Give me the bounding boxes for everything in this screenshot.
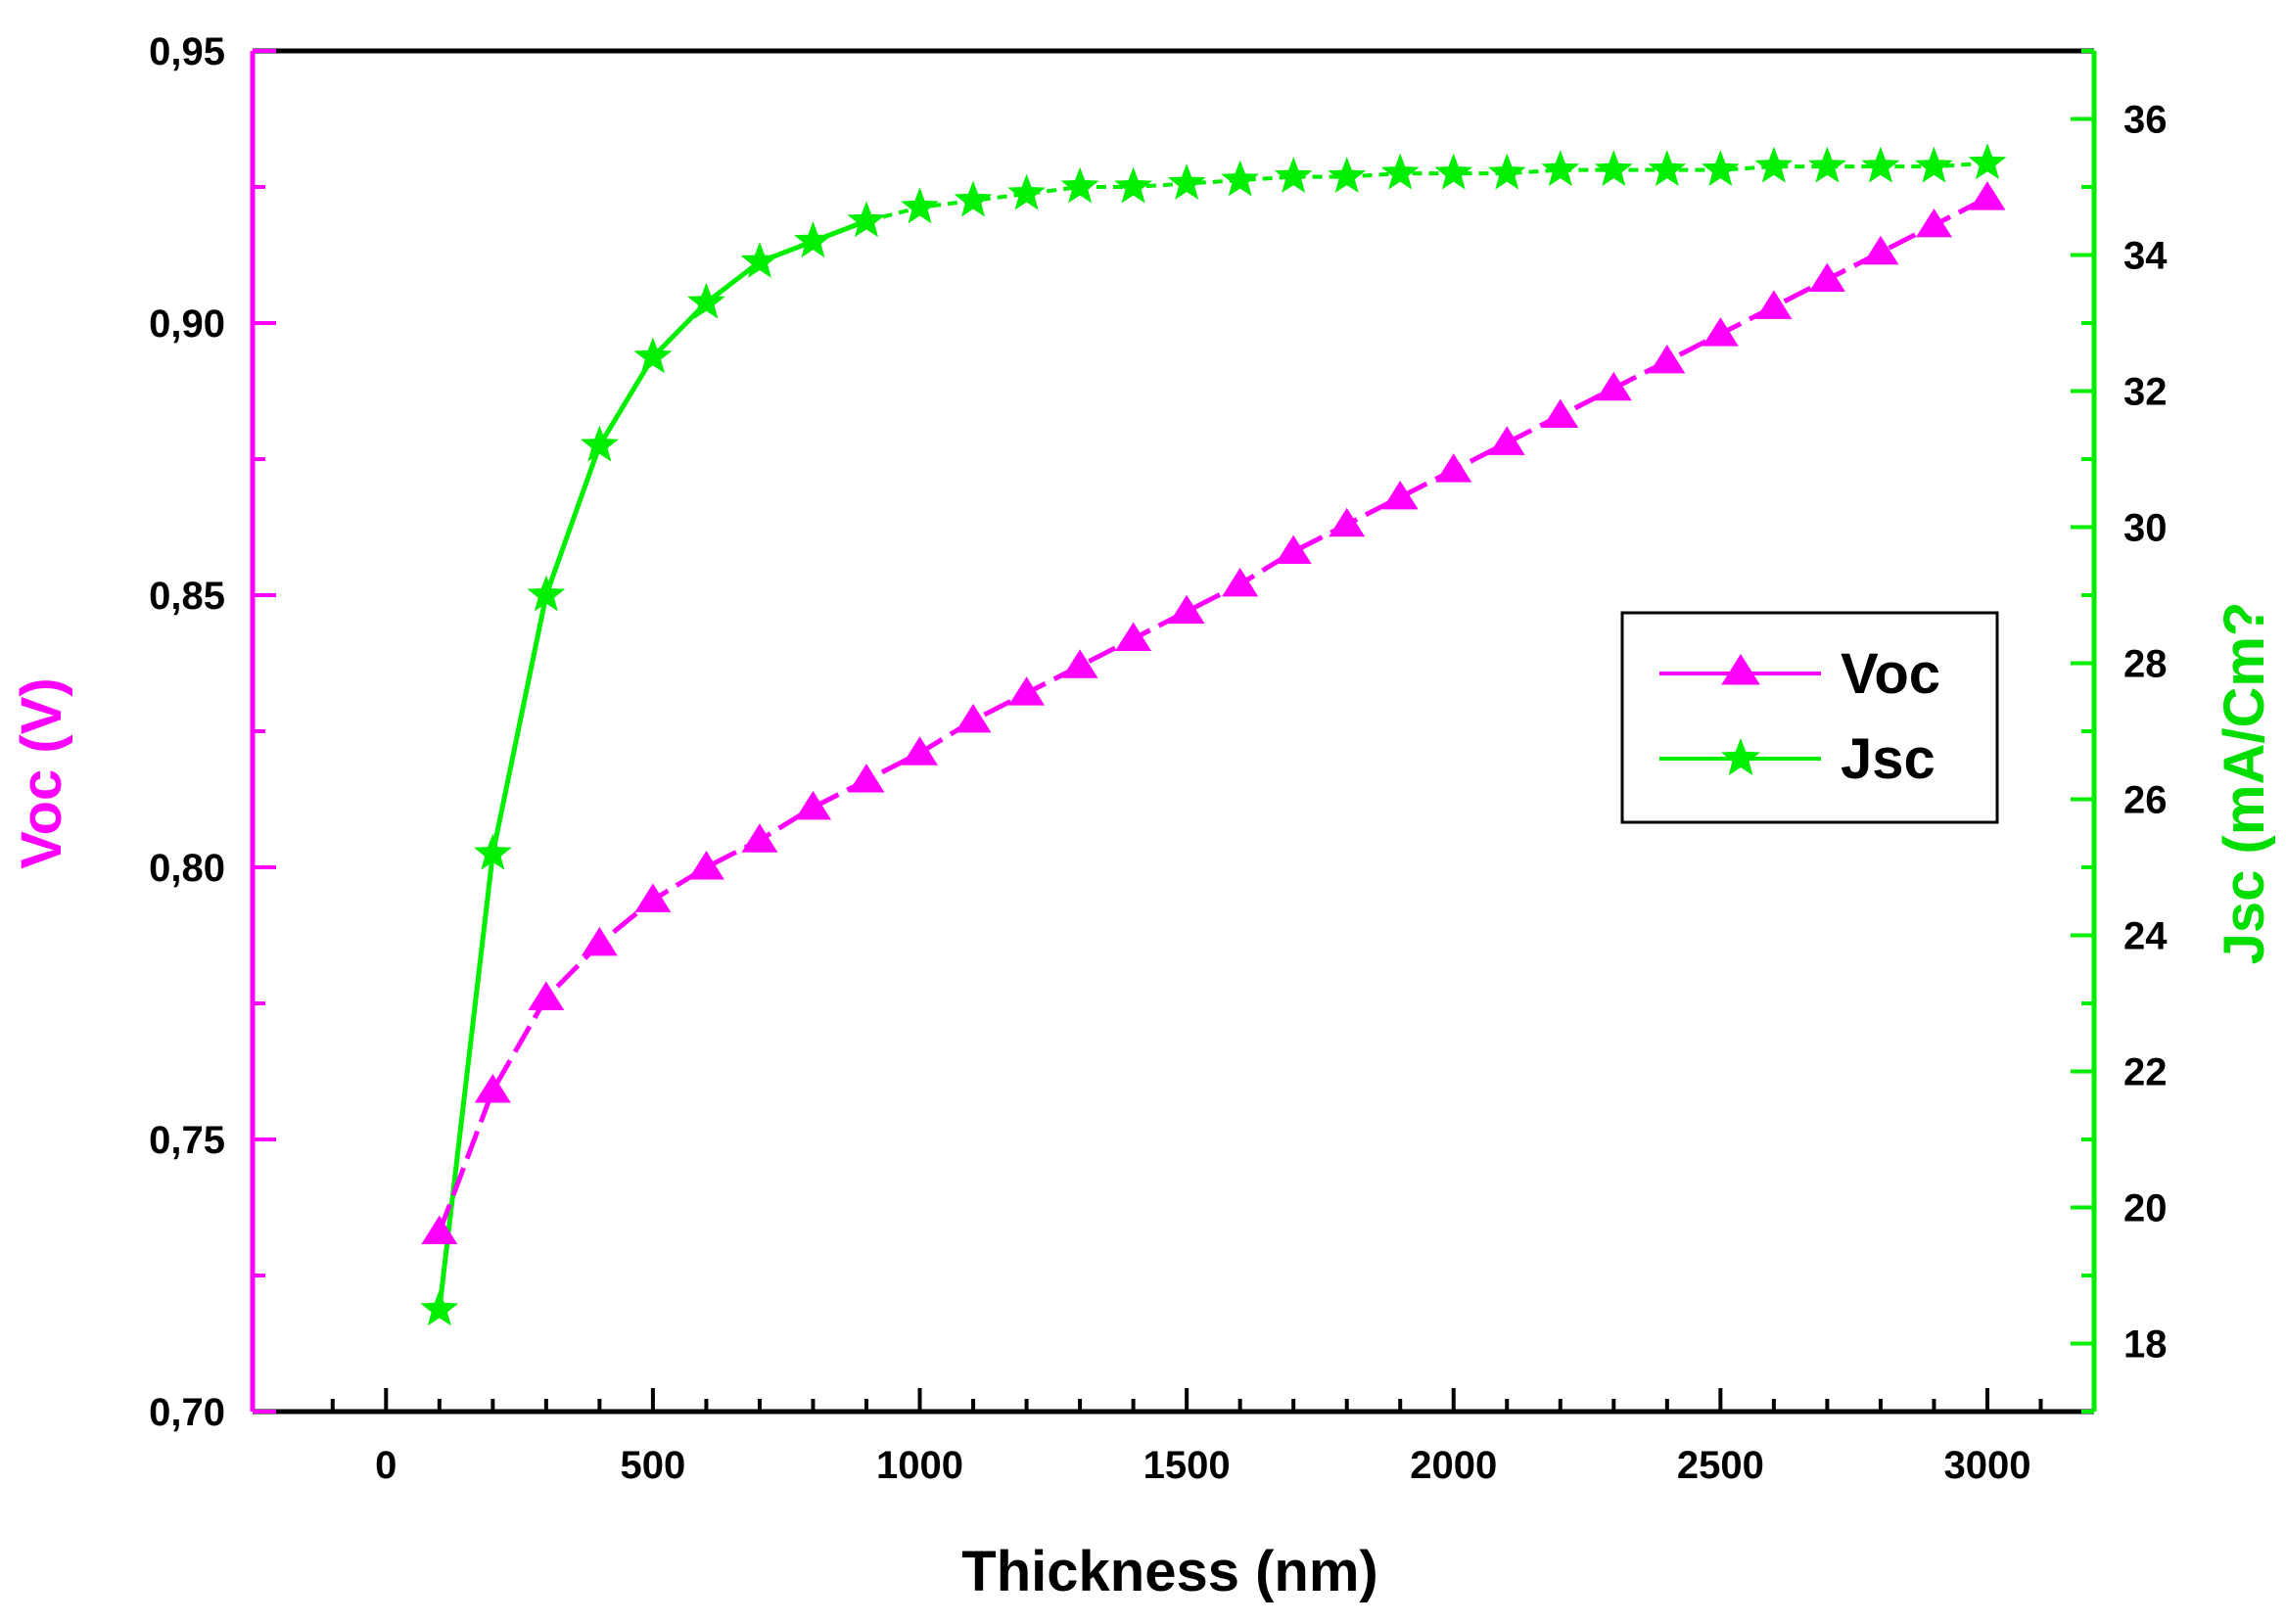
y-left-tick-label: 0,85 bbox=[149, 575, 225, 618]
jsc-point bbox=[1541, 150, 1580, 187]
x-tick-label: 1000 bbox=[876, 1444, 963, 1487]
jsc-point bbox=[580, 425, 619, 462]
jsc-point bbox=[633, 337, 673, 374]
voc-point bbox=[848, 764, 885, 793]
jsc-point bbox=[420, 1289, 459, 1326]
y-right-tick-label: 32 bbox=[2123, 371, 2168, 414]
jsc-point bbox=[1754, 146, 1794, 183]
voc-point bbox=[634, 883, 672, 912]
jsc-point bbox=[1594, 150, 1633, 187]
jsc-point bbox=[1274, 157, 1313, 194]
voc-point bbox=[1329, 507, 1366, 537]
x-axis: 0 500 1000 1500 2000 2500 3000 bbox=[330, 1388, 2043, 1487]
y-left-tick-label: 0,75 bbox=[149, 1119, 225, 1162]
voc-point bbox=[741, 823, 778, 853]
x-tick-label: 2500 bbox=[1677, 1444, 1764, 1487]
legend-jsc-label: Jsc bbox=[1841, 727, 1936, 791]
voc-point bbox=[581, 926, 618, 956]
y-left-axis: 0,70 0,75 0,80 0,85 0,90 0,95 bbox=[149, 30, 276, 1434]
jsc-point bbox=[1328, 157, 1367, 194]
jsc-point bbox=[1380, 153, 1420, 190]
voc-point bbox=[1115, 622, 1152, 651]
y-right-tick-label: 36 bbox=[2123, 99, 2168, 142]
voc-point bbox=[1595, 371, 1632, 401]
y-right-tick-label: 18 bbox=[2123, 1323, 2168, 1367]
voc-point bbox=[1222, 567, 1259, 597]
y-left-tick-label: 0,80 bbox=[149, 847, 225, 890]
jsc-point bbox=[1167, 163, 1206, 201]
y-left-tick-label: 0,90 bbox=[149, 302, 225, 346]
voc-point bbox=[1381, 480, 1419, 510]
jsc-point bbox=[1434, 153, 1473, 190]
voc-point bbox=[1702, 317, 1739, 347]
jsc-point bbox=[1861, 146, 1900, 183]
series-layer bbox=[420, 143, 2007, 1326]
y-right-axis-title: Jsc (mA/Cm? bbox=[2213, 602, 2276, 965]
x-tick-label: 2000 bbox=[1410, 1444, 1497, 1487]
jsc-point bbox=[740, 242, 779, 278]
voc-point bbox=[1755, 290, 1793, 319]
voc-point bbox=[1168, 594, 1205, 625]
jsc-point bbox=[1648, 150, 1687, 187]
jsc-point bbox=[1007, 173, 1046, 210]
voc-point bbox=[528, 981, 565, 1010]
jsc-line-solid bbox=[437, 218, 867, 1311]
jsc-point bbox=[1701, 150, 1740, 187]
y-left-tick-label: 0,70 bbox=[149, 1391, 225, 1434]
jsc-point bbox=[527, 575, 566, 612]
voc-point bbox=[955, 703, 992, 733]
legend-voc-marker bbox=[1721, 654, 1760, 685]
voc-point bbox=[1061, 649, 1098, 678]
voc-point bbox=[902, 736, 939, 766]
voc-point bbox=[1915, 208, 1952, 238]
voc-point bbox=[1542, 398, 1579, 429]
y-right-tick-label: 24 bbox=[2123, 915, 2168, 958]
x-tick-label: 0 bbox=[375, 1444, 397, 1487]
voc-point bbox=[1649, 344, 1686, 374]
jsc-point bbox=[847, 201, 886, 238]
voc-point bbox=[794, 790, 831, 820]
y-right-tick-label: 20 bbox=[2123, 1187, 2168, 1230]
voc-point bbox=[1808, 262, 1845, 293]
x-axis-title: Thickness (nm) bbox=[961, 1540, 1377, 1603]
jsc-point bbox=[1060, 166, 1099, 204]
jsc-point bbox=[1221, 160, 1260, 197]
y-right-tick-label: 30 bbox=[2123, 507, 2168, 550]
jsc-point bbox=[1807, 146, 1846, 183]
x-tick-label: 3000 bbox=[1943, 1444, 2030, 1487]
jsc-point bbox=[687, 282, 725, 319]
voc-point bbox=[474, 1074, 511, 1103]
voc-point bbox=[1008, 676, 1046, 706]
voc-point bbox=[1275, 534, 1312, 565]
jsc-point bbox=[473, 833, 512, 870]
jsc-point bbox=[1487, 153, 1526, 190]
x-tick-label: 500 bbox=[621, 1444, 686, 1487]
y-right-tick-label: 26 bbox=[2123, 779, 2168, 822]
y-right-axis: 18 20 22 24 26 28 30 32 34 36 bbox=[2071, 49, 2168, 1414]
jsc-point bbox=[1915, 146, 1953, 183]
jsc-point bbox=[954, 180, 993, 217]
legend: Voc Jsc bbox=[1620, 611, 1999, 824]
voc-point bbox=[1862, 235, 1899, 265]
y-right-tick-label: 22 bbox=[2123, 1051, 2168, 1094]
voc-point bbox=[421, 1215, 458, 1245]
voc-point bbox=[1969, 181, 2006, 210]
legend-voc-label: Voc bbox=[1841, 642, 1940, 706]
y-right-tick-label: 28 bbox=[2123, 643, 2168, 686]
x-tick-label: 1500 bbox=[1143, 1444, 1231, 1487]
y-left-axis-title: Voc (V) bbox=[10, 677, 73, 869]
jsc-point bbox=[1968, 143, 2007, 180]
voc-point bbox=[687, 851, 724, 880]
voc-point bbox=[1435, 453, 1472, 483]
jsc-point bbox=[794, 221, 832, 258]
voc-point bbox=[1488, 426, 1525, 455]
legend-jsc-marker bbox=[1721, 738, 1760, 775]
y-left-tick-label: 0,95 bbox=[149, 30, 225, 73]
jsc-point bbox=[1114, 166, 1153, 204]
jsc-line-dashed bbox=[865, 161, 1988, 223]
y-right-tick-label: 34 bbox=[2123, 235, 2168, 278]
legend-box bbox=[1620, 611, 1999, 824]
jsc-point bbox=[901, 187, 939, 224]
